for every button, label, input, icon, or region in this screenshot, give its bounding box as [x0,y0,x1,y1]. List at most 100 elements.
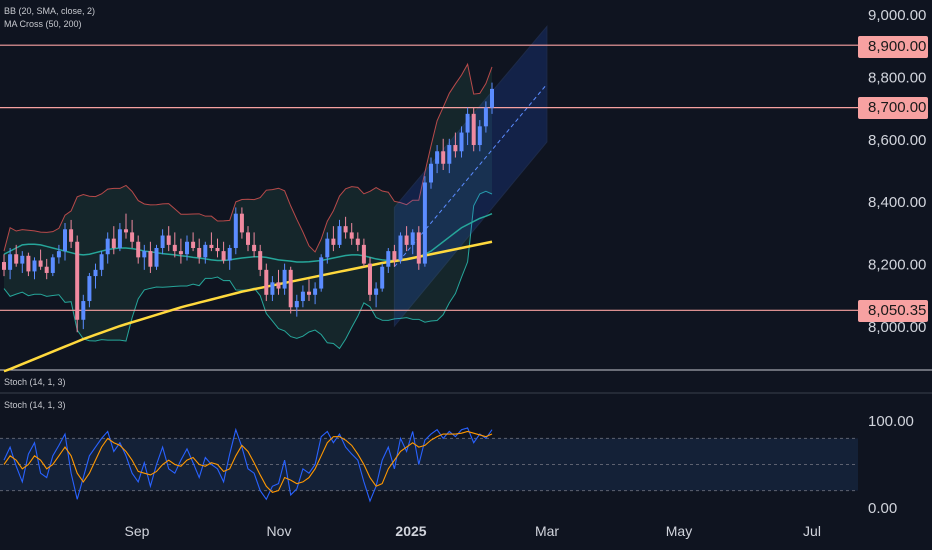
candle-body [307,291,311,295]
candle-body [87,276,92,302]
price-channel [393,25,548,328]
candle-body [361,244,366,264]
candle-body [75,241,80,320]
candle-body [386,251,391,267]
price-axis-tick: 8,200.00 [868,257,926,274]
candle-body [14,254,19,264]
candle-body [416,232,421,264]
candle-body [111,238,116,248]
candle-body [105,238,110,255]
candle-body [282,269,287,289]
candle-body [26,255,31,272]
candle-body [343,226,348,233]
time-axis-tick: Sep [125,523,150,539]
candle-body [233,213,238,248]
candle-body [246,232,250,245]
candle-body [221,251,226,261]
candle-body [124,229,128,233]
candle-body [166,235,171,245]
candle-body [69,229,74,242]
candle-body [239,213,244,233]
candle-body [50,257,55,273]
candle-body [191,241,196,248]
level-badge-8050: 8,050.35 [858,300,928,322]
stoch-indicator-label[interactable]: Stoch (14, 1, 3) [4,377,66,387]
candle-body [185,241,189,255]
price-axis-tick: 8,400.00 [868,194,926,211]
candle-body [172,244,177,252]
candle-body [203,244,208,258]
candle-body [117,229,122,248]
candle-body [490,88,494,108]
candle-body [197,248,202,258]
candle-body [355,238,360,245]
candle-body [288,269,293,308]
candle-body [300,291,305,302]
candle-body [160,235,165,248]
candle-body [349,232,354,239]
ma200-line [3,240,493,373]
candle-body [435,151,440,164]
time-axis-tick: Mar [535,523,559,539]
candle-body [453,145,458,152]
candle-body [319,257,324,289]
candle-body [93,269,98,277]
candle-body [471,113,476,146]
time-axis-tick: Nov [267,523,292,539]
level-badge-8900: 8,900.00 [858,36,928,58]
level-badge-8700: 8,700.00 [858,97,928,119]
candle-body [294,301,299,308]
candle-body [368,263,372,295]
candle-body [392,251,397,261]
candle-body [410,232,415,245]
price-axis-tick: 8,000.00 [868,319,926,336]
channel-midline [394,83,548,268]
candle-body [276,282,281,289]
candle-body [477,126,482,146]
time-axis-tick: 2025 [395,523,426,539]
candle-body [63,229,67,252]
candle-body [148,251,153,267]
candle-body [130,232,135,242]
candle-body [447,145,452,164]
candle-body [331,238,336,245]
candle-body [136,241,141,258]
candle-body [380,266,385,289]
candle-body [258,251,263,270]
candle-body [422,182,427,264]
bollinger-upper [3,62,493,253]
bb-indicator-label[interactable]: BB (20, SMA, close, 2) [4,6,96,16]
stoch-axis-tick: 0.00 [868,500,897,517]
candle-body [398,235,403,261]
candle-body [429,163,433,183]
candle-body [252,244,257,252]
time-axis-tick: Jul [803,523,821,539]
candle-body [404,235,409,245]
candle-body [313,288,318,295]
candle-body [178,251,183,255]
candle-body [325,238,330,258]
price-axis-tick: 8,600.00 [868,132,926,149]
candle-body [2,262,6,270]
candle-body [215,248,220,252]
ma-cross-indicator-label[interactable]: MA Cross (50, 200) [4,19,82,29]
candle-body [337,226,342,245]
candle-body [32,260,37,272]
candle-body [459,132,464,152]
candle-body [38,260,43,267]
candle-body [81,301,86,320]
stoch-indicator-label-2[interactable]: Stoch (14, 1, 3) [4,400,66,410]
stoch-d-line [3,430,493,493]
stoch-k-line [3,427,493,503]
candle-body [264,269,269,295]
time-axis-tick: May [666,523,692,539]
candle-body [20,255,25,264]
candle-body [227,248,232,261]
candle-body [465,113,470,133]
candle-body [374,288,379,295]
candle-body [8,254,13,270]
stoch-axis-tick: 100.00 [868,413,914,430]
price-axis-tick: 9,000.00 [868,7,926,24]
candle-body [209,244,214,248]
